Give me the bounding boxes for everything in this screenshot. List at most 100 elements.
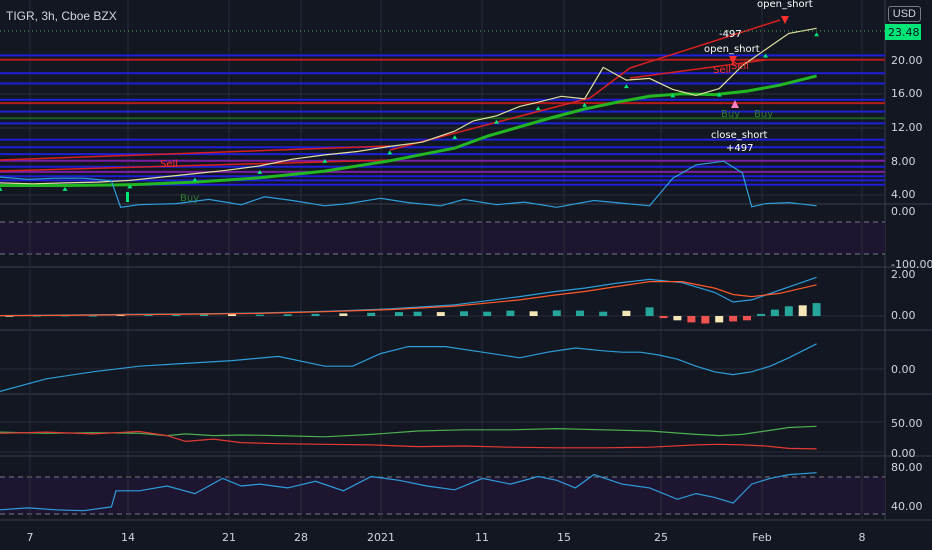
x-tick-label: 25 xyxy=(654,531,668,544)
time-axis[interactable]: 7 14 21 28 2021 11 15 25 Feb 8 xyxy=(27,531,866,544)
rsi-line xyxy=(0,160,817,208)
macd-hist-bar xyxy=(436,312,445,316)
macd-hist-bar xyxy=(743,316,751,321)
macd-hist-bar xyxy=(33,315,42,317)
label-buy-a: Buy xyxy=(721,109,740,120)
close-short-arrow-icon xyxy=(731,100,739,108)
label-buy-left: Buy xyxy=(180,193,199,204)
buy-triangle-icon xyxy=(127,184,133,189)
price-line xyxy=(0,27,817,185)
y-tick-label: 0.00 xyxy=(891,205,916,218)
label-minus-497: -497 xyxy=(719,29,742,40)
macd-hist-bar xyxy=(659,316,668,319)
buy-left-bar-icon xyxy=(126,192,129,202)
y-tick-label: 20.00 xyxy=(891,54,923,67)
buy-triangle-icon xyxy=(322,158,328,163)
macd-hist-bar xyxy=(200,314,209,316)
buy-triangle-icon xyxy=(716,92,722,97)
macd-hist-bar xyxy=(283,314,292,316)
label-buy-b: Buy xyxy=(754,109,773,120)
macd-hist-bar xyxy=(311,313,320,316)
rsi-band-fill xyxy=(0,222,885,254)
macd-hist-bar xyxy=(367,312,376,316)
y-tick-label: 0.00 xyxy=(891,309,916,322)
x-tick-label: 15 xyxy=(557,531,571,544)
y-tick-label: 0.00 xyxy=(891,447,916,460)
dmi-minus-line xyxy=(0,430,817,450)
macd-hist-bar xyxy=(576,310,584,316)
y-tick-label: 0.00 xyxy=(891,363,916,376)
x-tick-label: 14 xyxy=(121,531,135,544)
x-tick-label: 28 xyxy=(294,531,308,544)
macd-hist-bar xyxy=(599,311,608,316)
y-tick-label: 16.00 xyxy=(891,87,923,100)
macd-hist-bar xyxy=(715,316,724,323)
macd-hist-bar xyxy=(413,311,422,316)
macd-hist-bar xyxy=(645,307,654,316)
macd-hist-bar xyxy=(622,310,631,316)
macd-hist-bar xyxy=(339,313,348,316)
symbol-label[interactable]: TIGR, 3h, Cboe BZX xyxy=(6,9,117,23)
macd-hist-bar xyxy=(729,316,738,322)
buy-triangle-icon xyxy=(452,135,458,140)
macd-hist-bar xyxy=(770,309,779,316)
currency-button[interactable]: USD xyxy=(887,6,921,22)
buy-triangle-icon xyxy=(763,53,769,58)
y-tick-label: 4.00 xyxy=(891,188,916,201)
macd-hist-bar xyxy=(144,314,153,316)
x-tick-label: 11 xyxy=(475,531,489,544)
macd-signal-line xyxy=(0,281,817,317)
x-tick-label: 7 xyxy=(27,531,34,544)
trade-annotations: open_short -497 open_short Sell Sell clo… xyxy=(126,0,813,204)
buy-triangle-icon xyxy=(494,119,499,124)
y-tick-label: 8.00 xyxy=(891,155,916,168)
last-price-value: 23.48 xyxy=(888,26,920,39)
macd-hist-bar xyxy=(757,313,765,316)
macd-hist-bar xyxy=(812,303,821,316)
macd-hist-bar xyxy=(172,314,181,316)
label-open-short-top: open_short xyxy=(757,0,813,10)
macd-hist-bar xyxy=(506,310,515,316)
label-sell-b: Sell xyxy=(731,61,749,72)
label-sell-left: Sell xyxy=(160,159,178,170)
x-tick-label: 21 xyxy=(222,531,236,544)
macd-hist-bar xyxy=(552,310,561,316)
y-tick-label: 40.00 xyxy=(891,500,923,513)
macd-hist-bar xyxy=(116,314,125,316)
buy-triangle-icon xyxy=(623,84,629,89)
label-plus-497: +497 xyxy=(726,143,753,154)
x-tick-label: 8 xyxy=(859,531,866,544)
label-open-short-mid: open_short xyxy=(704,44,760,55)
buy-triangle-icon xyxy=(582,102,588,107)
stoch-line xyxy=(0,472,817,512)
y-tick-label: -100.00 xyxy=(891,258,932,271)
buy-triangle-icon xyxy=(62,186,68,191)
buy-triangle-icon xyxy=(670,93,676,98)
y-tick-label: 80.00 xyxy=(891,461,923,474)
macd-hist-bar xyxy=(798,305,807,317)
macd-hist-bar xyxy=(529,311,538,316)
buy-triangle-icon xyxy=(257,169,263,174)
open-short-mid-arrow-icon xyxy=(729,56,737,64)
label-close-short: close_short xyxy=(711,130,768,141)
y-tick-label: 50.00 xyxy=(891,417,923,430)
y-tick-label: 12.00 xyxy=(891,121,923,134)
y-tick-label: 2.00 xyxy=(891,268,916,281)
macd-histogram xyxy=(5,303,821,324)
macd-hist-bar xyxy=(228,314,236,316)
buy-triangle-icon xyxy=(0,186,3,191)
x-tick-label: 2021 xyxy=(367,531,395,544)
oscillator-line xyxy=(0,343,817,392)
label-sell-a: Sell xyxy=(713,65,731,76)
x-tick-label: Feb xyxy=(752,531,771,544)
macd-hist-bar xyxy=(88,315,97,317)
macd-hist-bar xyxy=(255,314,264,316)
macd-hist-bar xyxy=(673,316,682,321)
stoch-band-fill xyxy=(0,477,885,514)
macd-hist-bar xyxy=(395,312,403,316)
open-short-arrow-icon xyxy=(781,16,789,24)
price-axis[interactable]: 20.00 16.00 12.00 8.00 4.00 0.00 -100.00… xyxy=(891,54,932,513)
buy-triangle-icon xyxy=(535,106,541,111)
